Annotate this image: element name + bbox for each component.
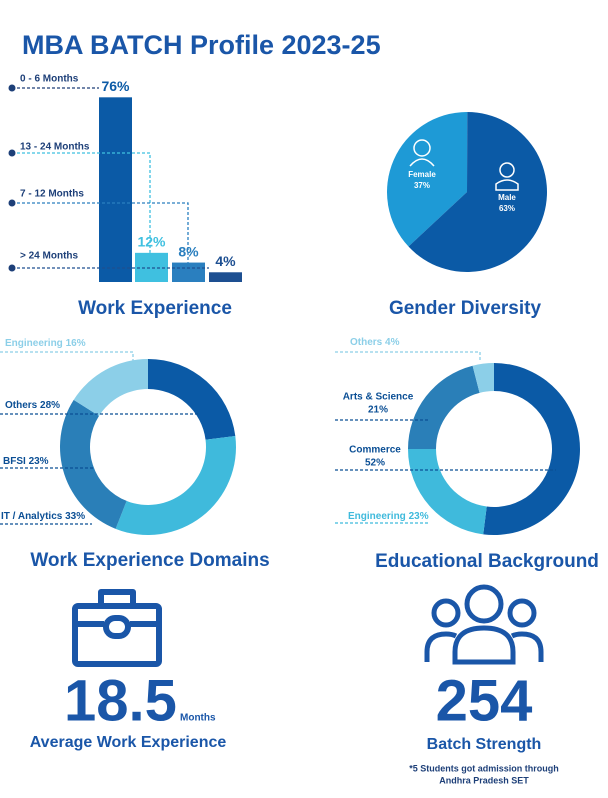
stat-note: Andhra Pradesh SET (439, 775, 529, 785)
female-icon (413, 139, 431, 157)
stat-note: *5 Students got admission through (409, 763, 559, 773)
donut-segment (408, 365, 480, 449)
people-icon (424, 584, 544, 665)
value-label: 52% (365, 458, 385, 469)
stat-unit: Months (180, 713, 216, 724)
category-label: Arts & Science (343, 392, 414, 403)
donut-segment (115, 435, 236, 535)
pie-slice (387, 111, 468, 247)
donut-segment (73, 359, 148, 416)
category-label: IT / Analytics (1, 511, 63, 522)
category-label: 7 - 12 Months (20, 189, 84, 200)
stat-value: 254 (436, 668, 533, 733)
female-icon-body (409, 158, 435, 167)
category-label: Commerce (349, 445, 401, 456)
chart-title: Gender Diversity (389, 298, 541, 319)
chart-title: Educational Background (375, 551, 599, 572)
male-icon (499, 162, 515, 178)
value-label: 23% (29, 456, 49, 467)
category-label: 0 - 6 Months (20, 74, 79, 85)
value-label: 4% (215, 253, 236, 269)
briefcase-icon (72, 589, 162, 667)
value-label: 8% (178, 243, 199, 259)
bar (172, 262, 205, 282)
stat-label: Average Work Experience (30, 734, 227, 751)
category-label: BFSI (3, 456, 26, 467)
donut-segment (59, 399, 127, 529)
slice-value: 37% (414, 181, 430, 190)
male-icon-body (495, 179, 519, 191)
category-label: Others (350, 337, 383, 348)
category-label: Engineering (348, 511, 406, 522)
category-label: Engineering (5, 338, 63, 349)
donut-segment (472, 363, 494, 393)
value-label: 4% (385, 337, 400, 348)
value-label: 12% (137, 234, 166, 250)
category-label: Others (5, 400, 38, 411)
slice-category: Male (498, 193, 516, 202)
bar (209, 272, 242, 282)
value-label: 16% (66, 338, 86, 349)
value-label: 28% (40, 400, 60, 411)
connector-dot (8, 84, 16, 92)
donut-segment (483, 363, 581, 535)
value-label: 23% (409, 511, 429, 522)
connector-dot (8, 199, 16, 207)
value-label: 76% (101, 78, 130, 94)
gender-icons (409, 139, 519, 191)
category-value-label: Others 4% (350, 337, 400, 348)
category-label: 13 - 24 Months (20, 142, 90, 153)
category-value-label: Engineering 23% (348, 511, 429, 522)
connector-dot (8, 149, 16, 157)
donut-segment (148, 359, 236, 440)
category-value-label: Engineering 16% (5, 338, 86, 349)
connector (12, 202, 189, 263)
category-value-label: IT / Analytics 33% (1, 511, 85, 522)
slice-category: Female (408, 170, 436, 179)
stat-value: 18.5 (64, 668, 177, 733)
pie-slice (408, 112, 547, 272)
value-label: 33% (65, 511, 85, 522)
connector (335, 351, 481, 362)
chart-title: Work Experience Domains (30, 550, 269, 571)
chart-title: Work Experience (78, 298, 232, 319)
bar (99, 97, 132, 282)
category-value-label: Others 28% (5, 400, 60, 411)
category-value-label: BFSI 23% (3, 456, 49, 467)
connector-dot (8, 264, 16, 272)
page-title: MBA BATCH Profile 2023-25 (22, 30, 381, 60)
stat-label: Batch Strength (427, 736, 542, 753)
category-label: > 24 Months (20, 251, 79, 262)
slice-value: 63% (499, 204, 515, 213)
connector (12, 152, 151, 253)
value-label: 21% (368, 405, 388, 416)
connector (0, 351, 134, 362)
